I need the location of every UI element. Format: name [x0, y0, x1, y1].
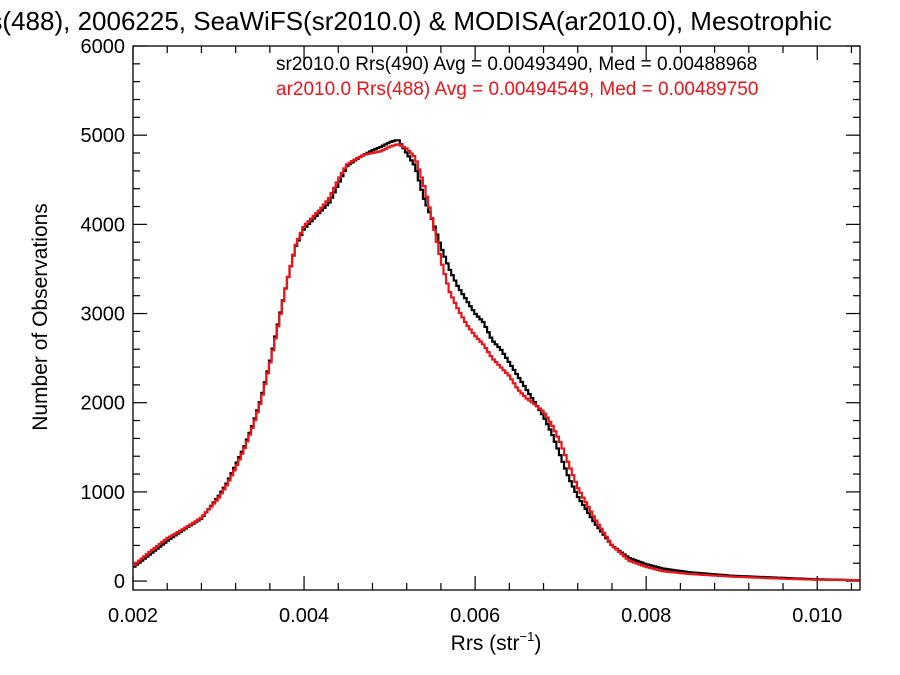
x-tick-label: 0.008	[621, 605, 671, 627]
x-axis-label-main: Rrs (str	[451, 632, 520, 655]
y-tick-label: 4000	[81, 214, 126, 236]
x-tick-label: 0.006	[450, 605, 500, 627]
chart-title: Rrs(488), 2006225, SeaWiFS(sr2010.0) & M…	[0, 6, 832, 36]
x-tick-label: 0.004	[279, 605, 329, 627]
y-tick-label: 3000	[81, 304, 126, 326]
y-tick-label: 1000	[81, 482, 126, 504]
legend-entry-modisa: ar2010.0 Rrs(488) Avg = 0.00494549, Med …	[276, 79, 758, 100]
y-axis-label: Number of Observations	[29, 203, 52, 431]
series-line-modisa	[133, 143, 860, 582]
x-axis-label: Rrs (str−1)	[451, 629, 542, 655]
x-tick-label: 0.002	[108, 605, 158, 627]
series-layer	[133, 139, 860, 582]
plot-frame	[132, 45, 861, 591]
y-axis: 0 1000 2000 3000 4000 5000 6000	[81, 36, 860, 593]
legend-entry-seawifs: sr2010.0 Rrs(490) Avg = 0.00493490, Med …	[276, 54, 757, 75]
x-axis: 0.002 0.004 0.006 0.008 0.010	[108, 46, 853, 627]
y-tick-label: 2000	[81, 393, 126, 415]
legend: sr2010.0 Rrs(490) Avg = 0.00493490, Med …	[276, 54, 758, 100]
y-tick-label: 0	[114, 571, 125, 593]
y-tick-label: 5000	[81, 125, 126, 147]
x-axis-label-superscript: −1	[520, 629, 535, 644]
x-tick-label: 0.010	[792, 605, 842, 627]
y-tick-label: 6000	[81, 36, 126, 58]
x-axis-label-close: )	[534, 632, 541, 655]
